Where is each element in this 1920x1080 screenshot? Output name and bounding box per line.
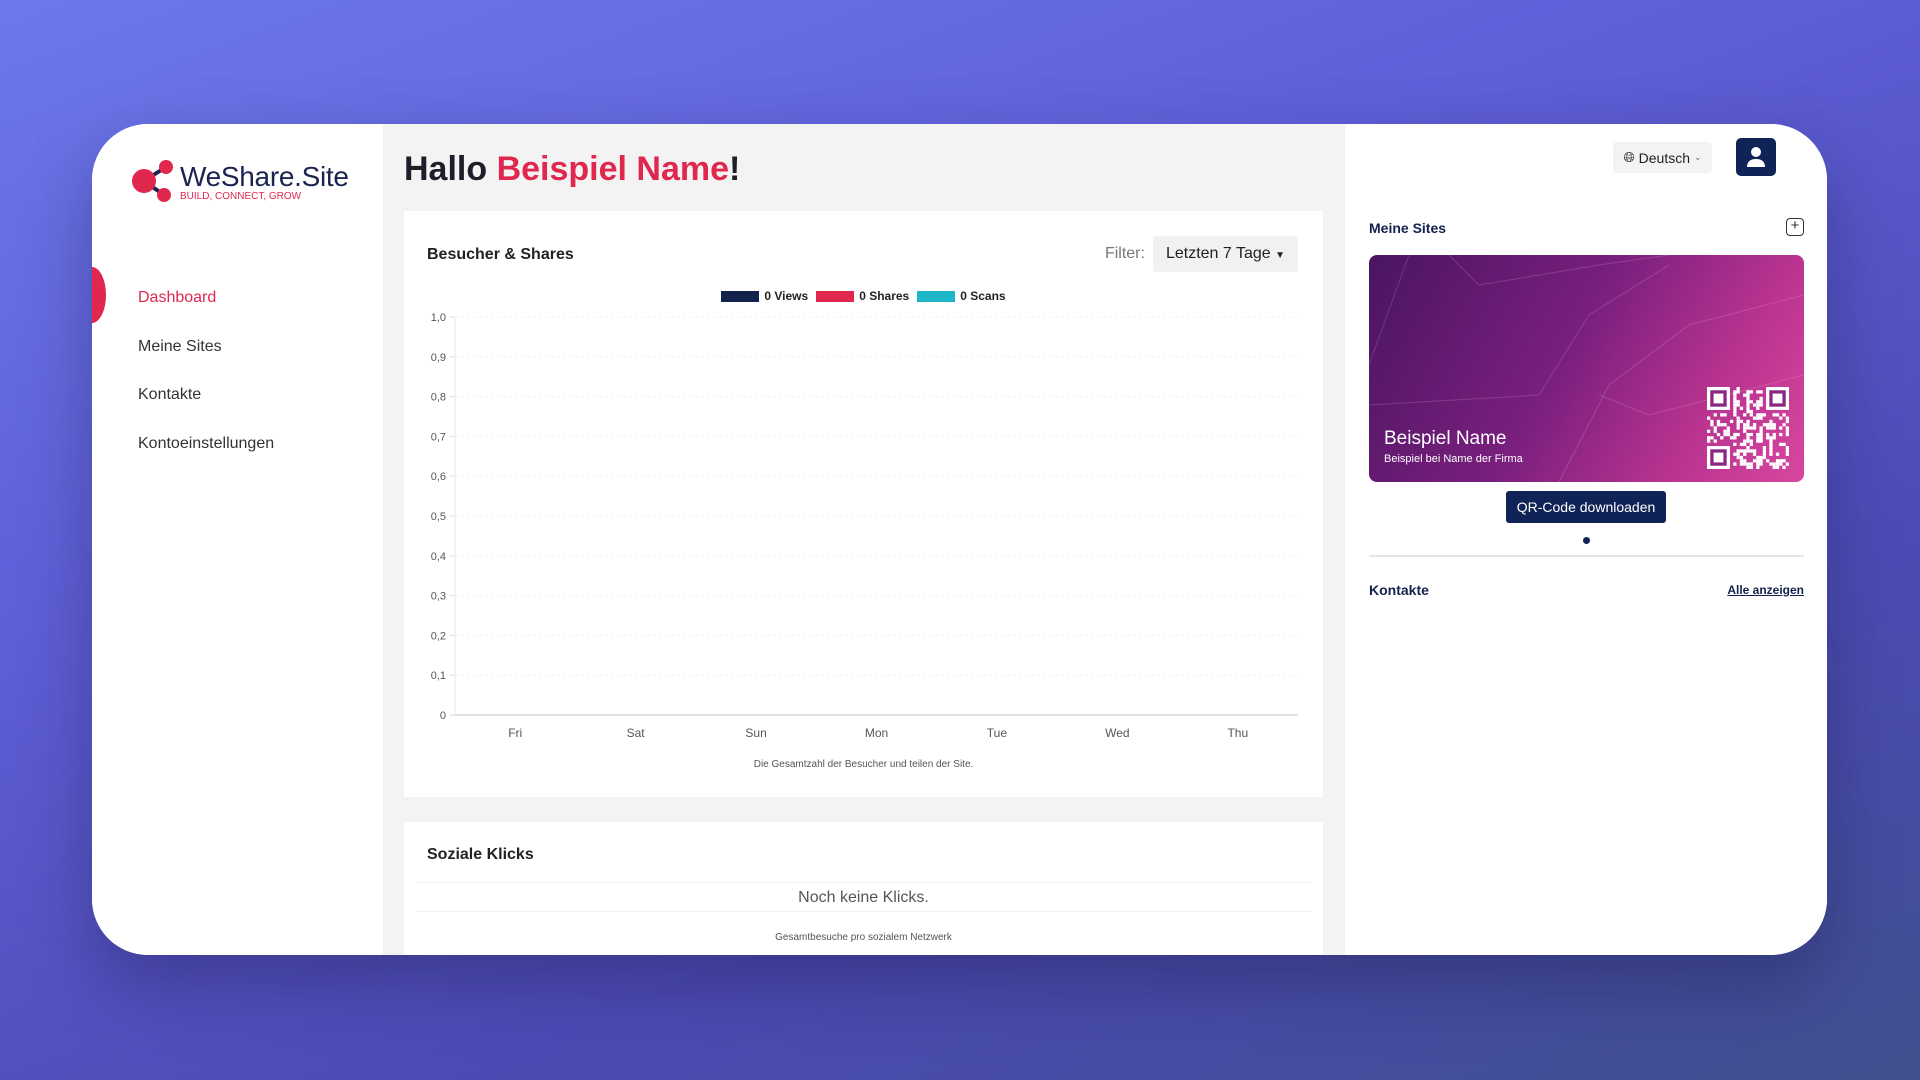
legend-item-views[interactable]: 0 Views: [721, 289, 808, 303]
active-indicator: [92, 267, 106, 323]
filter: Filter: Letzten 7 Tage ▼: [1105, 236, 1298, 272]
y-tick-label: 0,4: [431, 551, 446, 563]
card-title: Besucher & Shares: [427, 246, 574, 263]
y-tick-label: 0,1: [431, 670, 446, 682]
section-title-contacts: Kontakte: [1369, 582, 1429, 598]
social-caption: Gesamtbesuche pro sozialem Netzwerk: [775, 932, 952, 943]
greeting-text: Hallo: [404, 150, 497, 188]
qr-download-button[interactable]: QR-Code downloaden: [1506, 491, 1666, 523]
globe-icon: 🌐︎: [1623, 149, 1635, 165]
caret-down-icon: ▼: [1275, 250, 1285, 261]
legend-swatch: [816, 290, 855, 302]
y-tick-label: 0,8: [431, 392, 446, 404]
logo[interactable]: WeShare.Site BUILD, CONNECT, GROW: [130, 159, 349, 203]
chevron-down-icon: ⌄: [1694, 152, 1702, 162]
x-tick-label: Wed: [1105, 726, 1129, 740]
chart-caption: Die Gesamtzahl der Besucher und teilen d…: [753, 759, 974, 770]
site-subtitle: Beispiel bei Name der Firma: [1384, 453, 1523, 465]
logo-tagline: BUILD, CONNECT, GROW: [180, 190, 302, 202]
right-panel: 🌐︎ Deutsch ⌄ Meine Sites + Beispiel Name…: [1345, 124, 1827, 955]
x-tick-label: Fri: [508, 726, 522, 740]
x-tick-label: Thu: [1227, 726, 1248, 740]
y-tick-label: 0: [440, 710, 446, 722]
plus-icon: +: [1790, 217, 1800, 234]
user-menu-button[interactable]: [1736, 138, 1776, 176]
y-tick-label: 0,9: [431, 352, 446, 364]
social-clicks-card: Soziale Klicks Noch keine Klicks. Gesamt…: [404, 822, 1323, 955]
legend-item-shares[interactable]: 0 Shares: [816, 289, 909, 303]
app-window: WeShare.Site BUILD, CONNECT, GROW Dashbo…: [92, 124, 1827, 955]
x-tick-label: Sat: [627, 726, 646, 740]
x-tick-label: Tue: [987, 726, 1008, 740]
card-title: Soziale Klicks: [427, 846, 534, 863]
qr-code: [1707, 387, 1789, 469]
carousel-dot[interactable]: [1583, 537, 1590, 544]
sidebar-item-meine-sites[interactable]: Meine Sites: [138, 337, 222, 355]
add-site-button[interactable]: +: [1786, 218, 1804, 236]
share-logo-icon: [132, 160, 173, 202]
legend-label: 0 Views: [764, 289, 809, 303]
y-tick-label: 0,7: [431, 431, 446, 443]
legend-label: 0 Scans: [960, 289, 1006, 303]
language-selector[interactable]: 🌐︎ Deutsch ⌄: [1613, 142, 1712, 173]
chart-legend: 0 Views 0 Shares 0 Scans: [404, 289, 1323, 303]
legend-label: 0 Shares: [859, 289, 910, 303]
greeting-exclaim: !: [729, 150, 741, 188]
sidebar: WeShare.Site BUILD, CONNECT, GROW Dashbo…: [92, 124, 383, 955]
show-all-contacts-link[interactable]: Alle anzeigen: [1727, 583, 1804, 597]
sidebar-item-kontoeinstellungen[interactable]: Kontoeinstellungen: [138, 434, 275, 452]
visitors-shares-card: Besucher & Shares Filter: Letzten 7 Tage…: [404, 211, 1323, 797]
y-tick-label: 0,2: [431, 630, 446, 642]
x-tick-label: Mon: [865, 726, 888, 740]
y-tick-label: 1,0: [431, 312, 446, 324]
sidebar-nav: Dashboard Meine Sites Kontakte Kontoeins…: [138, 289, 274, 483]
user-name: Beispiel Name: [496, 150, 730, 188]
y-tick-label: 0,3: [431, 591, 446, 603]
legend-swatch: [721, 290, 760, 302]
main-content: Hallo Beispiel Name! Besucher & Shares F…: [383, 124, 1345, 955]
card-background-pattern: [1369, 255, 1804, 482]
visitors-chart: 0 0,1 0,2 0,3 0,4 0,5 0,6 0,7 0,8 0,9 1,0 Fri Sat Sun…: [431, 312, 1298, 740]
sidebar-item-dashboard[interactable]: Dashboard: [138, 289, 217, 306]
legend-item-scans[interactable]: 0 Scans: [917, 289, 1006, 303]
sidebar-item-kontakte[interactable]: Kontakte: [138, 386, 202, 403]
filter-value: Letzten 7 Tage: [1165, 245, 1271, 262]
empty-state: Noch keine Klicks.: [416, 882, 1311, 912]
site-name: Beispiel Name: [1384, 428, 1507, 449]
site-card[interactable]: Beispiel Name Beispiel bei Name der Firm…: [1369, 255, 1804, 482]
y-tick-label: 0,6: [431, 471, 446, 483]
filter-dropdown[interactable]: Letzten 7 Tage ▼: [1152, 236, 1298, 272]
divider: [1369, 555, 1804, 557]
logo-name: WeShare.Site: [180, 160, 349, 192]
language-value: Deutsch: [1638, 149, 1690, 166]
legend-swatch: [917, 290, 956, 302]
filter-label: Filter:: [1104, 245, 1145, 262]
user-icon: [1747, 147, 1765, 167]
y-tick-label: 0,5: [431, 511, 446, 523]
page-title: Hallo Beispiel Name!: [404, 150, 740, 189]
section-title-sites: Meine Sites: [1369, 220, 1447, 236]
x-tick-label: Sun: [745, 726, 766, 740]
